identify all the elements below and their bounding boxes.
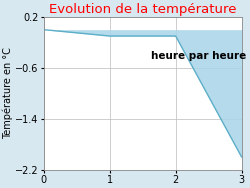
Title: Evolution de la température: Evolution de la température bbox=[49, 3, 236, 16]
Text: heure par heure: heure par heure bbox=[151, 51, 246, 61]
Y-axis label: Température en °C: Température en °C bbox=[3, 47, 13, 139]
